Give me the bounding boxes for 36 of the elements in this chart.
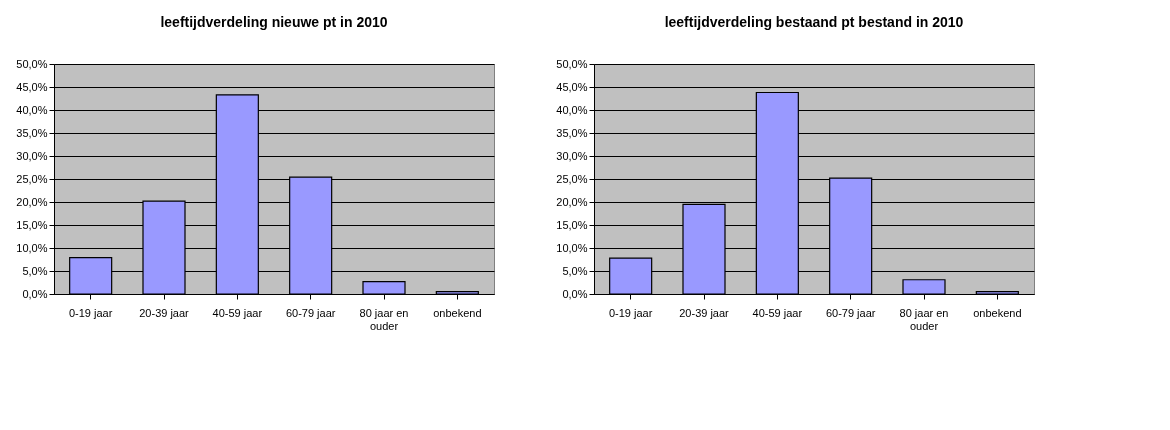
- x-tick-label: 0-19 jaar: [608, 306, 653, 319]
- y-tick-label: 40,0%: [16, 103, 48, 116]
- x-tick-label: 80 jaar en ouder: [899, 306, 949, 332]
- chart-title: leeftijdverdeling nieuwe pt in 2010: [160, 14, 388, 30]
- x-tick-label: 60-79 jaar: [285, 306, 336, 319]
- y-tick-label: 45,0%: [16, 80, 48, 93]
- y-tick-label: 0,0%: [562, 287, 588, 300]
- y-tick-label: 35,0%: [16, 126, 48, 139]
- x-tick-label: onbekend: [433, 306, 482, 319]
- x-tick-label: 20-39 jaar: [139, 306, 190, 319]
- y-tick-label: 0,0%: [22, 287, 48, 300]
- x-tick-label: 40-59 jaar: [752, 306, 803, 319]
- y-tick-label: 20,0%: [16, 195, 48, 208]
- x-tick-label: 40-59 jaar: [212, 306, 263, 319]
- x-tick-label: onbekend: [973, 306, 1022, 319]
- y-tick-label: 50,0%: [556, 57, 588, 70]
- y-tick-label: 10,0%: [16, 241, 48, 254]
- chart-title: leeftijdverdeling bestaand pt bestand in 2010: [664, 14, 964, 30]
- y-tick-label: 15,0%: [16, 218, 48, 231]
- x-tick-label: 80 jaar en ouder: [359, 306, 409, 332]
- y-tick-label: 30,0%: [16, 149, 48, 162]
- x-tick-label: 60-79 jaar: [825, 306, 876, 319]
- y-tick-label: 40,0%: [556, 103, 588, 116]
- y-tick-label: 35,0%: [556, 126, 588, 139]
- y-tick-label: 30,0%: [556, 149, 588, 162]
- y-tick-label: 10,0%: [556, 241, 588, 254]
- y-tick-label: 25,0%: [16, 172, 48, 185]
- x-tick-label: 20-39 jaar: [679, 306, 730, 319]
- y-tick-label: 50,0%: [16, 57, 48, 70]
- y-tick-label: 45,0%: [556, 80, 588, 93]
- y-tick-label: 15,0%: [556, 218, 588, 231]
- y-tick-label: 5,0%: [562, 264, 588, 277]
- y-tick-label: 20,0%: [556, 195, 588, 208]
- x-tick-label: 0-19 jaar: [68, 306, 113, 319]
- y-tick-label: 25,0%: [556, 172, 588, 185]
- y-tick-label: 5,0%: [22, 264, 48, 277]
